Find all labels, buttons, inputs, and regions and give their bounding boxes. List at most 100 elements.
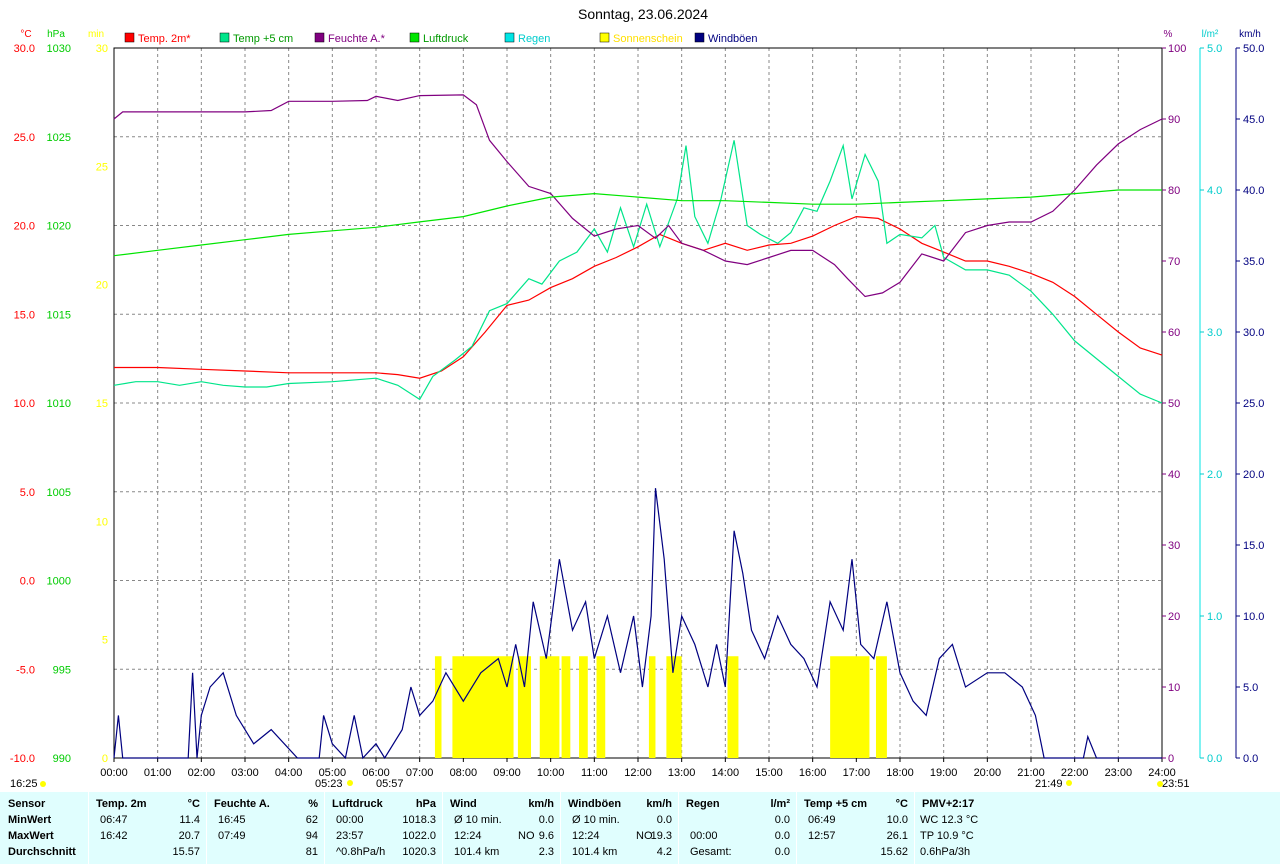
x-tick-label: 14:00 [712,767,740,779]
stats-value: 9.6 [538,830,554,842]
marker-sun-dot [40,781,46,787]
stats-value: 0.0 [656,814,672,826]
column-separator [206,792,207,864]
y-tick-label: 25.0 [14,132,35,144]
legend-item: Temp. 2m* [124,32,191,45]
series-lines [113,94,1163,760]
sunshine-bar [666,656,682,758]
legend-swatch [599,32,610,43]
stats-header: Sensor [8,798,46,810]
weather-chart: Sonntag, 23.06.2024 00:00 01:00 02:00 03:00… [10,6,1265,790]
legend-swatch [504,32,515,43]
y-tick-label: 15 [96,398,108,410]
stats-value: 15.57 [172,846,200,858]
sunshine-bar [434,656,442,758]
stats-cell: 00:00 [690,830,718,842]
axes: 00:00 01:00 02:00 03:00 04:00 05:00 06:00 07:00… [10,29,1265,779]
grid [114,48,1162,758]
y-tick-label: 70 [1168,256,1180,268]
y-tick-label: 50.0 [1243,43,1264,55]
stats-value: 19.3 [650,830,672,842]
stats-cell: 00:00 [336,814,364,826]
sunshine-bar [648,656,656,758]
y-unit-label: km/h [1239,29,1261,40]
stats-cell: Gesamt: [690,846,732,858]
y-tick-label: 0 [102,753,108,765]
sunshine-bar [875,656,887,758]
stats-header-unit: km/h [646,798,672,810]
y-tick-label: 30 [96,43,108,55]
y-tick-label: 40 [1168,469,1180,481]
x-tick-label: 17:00 [843,767,871,779]
legend-swatch [314,32,325,43]
y-tick-label: 5 [102,635,108,647]
y-tick-label: 30 [1168,540,1180,552]
y-tick-label: 1000 [47,576,71,588]
y-tick-label: 5.0 [1207,43,1222,55]
legend-label: Temp. 2m* [138,33,191,45]
stats-value: 62 [305,814,318,826]
sunshine-bar [561,656,571,758]
stats-row-label: MaxWert [8,830,54,842]
y-tick-label: 990 [53,753,71,765]
x-tick-label: 01:00 [144,767,172,779]
legend-label: Regen [518,33,550,45]
legend-swatch [124,32,135,43]
x-tick-label: 03:00 [231,767,259,779]
stats-direction: NO [518,830,535,842]
y-unit-label: % [1164,29,1173,40]
y-tick-label: 0.0 [20,576,35,588]
stats-value: 20.7 [178,830,200,842]
y-tick-label: 50 [1168,398,1180,410]
y-tick-label: 995 [53,664,71,676]
marker-sunrise-dot [347,780,353,786]
stats-cell: 16:42 [100,830,128,842]
column-separator [678,792,679,864]
stats-value: 26.1 [886,830,908,842]
stats-value: 1020.3 [402,846,436,858]
y-tick-label: 10 [1168,682,1180,694]
x-tick-label: 08:00 [450,767,478,779]
stats-header: Temp. 2m [96,798,147,810]
series-line [113,189,1162,257]
legend-item: Sonnenschein [599,32,683,45]
column-separator [88,792,89,864]
y-tick-label: 10.0 [14,398,35,410]
y-tick-label: 90 [1168,114,1180,126]
sunshine-bar [727,656,739,758]
x-tick-label: 15:00 [755,767,783,779]
stats-cell: Ø 10 min. [454,814,502,826]
y-tick-label: 0.0 [1207,753,1222,765]
stats-value: 94 [305,830,318,842]
stats-value: 0.0 [774,830,790,842]
x-tick-label: 10:00 [537,767,565,779]
column-separator [442,792,443,864]
y-tick-label: 20.0 [14,221,35,233]
y-tick-label: -5.0 [16,664,35,676]
stats-header: Windböen [568,798,622,810]
y-tick-label: 20 [1168,611,1180,623]
y-tick-label: 3.0 [1207,327,1222,339]
y-tick-label: 20 [96,280,108,292]
stats-row-label: Durchschnitt [8,846,76,858]
x-tick-label: 00:00 [100,767,128,779]
stats-header-unit: °C [895,798,908,810]
stats-cell: 07:49 [218,830,246,842]
legend-label: Sonnenschein [613,33,683,45]
sunshine-bar [830,656,870,758]
stats-cell: ^0.8hPa/h [336,846,386,858]
stats-pmv-value: 0.6hPa/3h [920,846,971,858]
y-tick-label: 5.0 [20,487,35,499]
y-tick-label: 15.0 [14,309,35,321]
series-line [113,94,1163,298]
y-tick-label: 4.0 [1207,185,1222,197]
stats-value: 10.0 [886,814,908,826]
x-tick-label: 06:00 [362,767,390,779]
stats-header-unit: hPa [415,798,436,810]
y-tick-label: 0 [1168,753,1174,765]
legend-item: Feuchte A.* [314,32,386,45]
stats-cell: 06:47 [100,814,128,826]
marker-moon-dot [1157,781,1163,787]
y-tick-label: 60 [1168,327,1180,339]
x-tick-label: 09:00 [493,767,521,779]
